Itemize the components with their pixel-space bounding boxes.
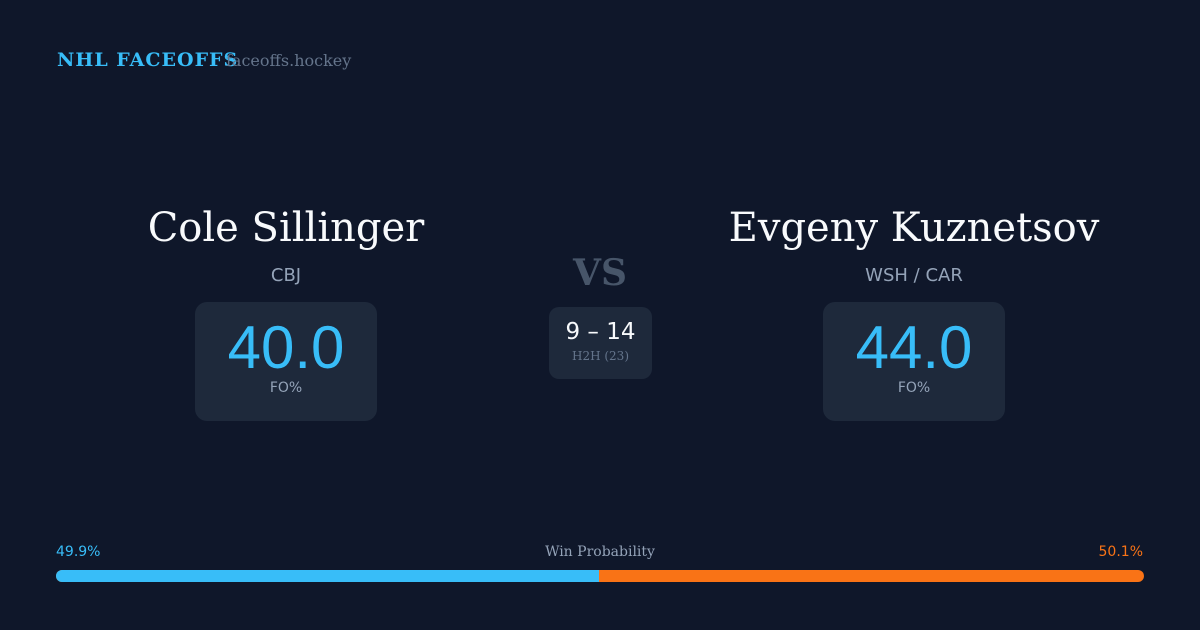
fo-card: 40.0 FO% (195, 302, 377, 421)
left-prob-fill (56, 570, 599, 582)
fo-percentage: 44.0 (855, 314, 973, 381)
h2h-record: 9 – 14 (565, 319, 636, 345)
left-player: Cole Sillinger CBJ 40.0 FO% (56, 205, 516, 421)
left-win-prob: 49.9% (56, 544, 101, 560)
player-team: CBJ (270, 265, 302, 286)
player-team: WSH / CAR (865, 265, 963, 286)
brand-logo-text: NHL FACEOFFS (57, 49, 239, 71)
fo-card: 44.0 FO% (823, 302, 1005, 421)
fo-label: FO% (269, 380, 303, 396)
right-player: Evgeny Kuznetsov WSH / CAR 44.0 FO% (684, 205, 1144, 421)
right-win-prob: 50.1% (1098, 544, 1143, 560)
win-prob-label: Win Probability (545, 544, 655, 560)
fo-label: FO% (897, 380, 931, 396)
h2h-card: 9 – 14 H2H (23) (549, 307, 652, 379)
fo-percentage: 40.0 (227, 314, 345, 381)
site-url: faceoffs.hockey (226, 51, 352, 70)
h2h-label: H2H (23) (571, 349, 629, 363)
player-name: Evgeny Kuznetsov (728, 205, 1100, 251)
player-name: Cole Sillinger (147, 205, 425, 251)
win-probability-bar (56, 570, 1144, 582)
vs-label: VS (573, 252, 627, 294)
